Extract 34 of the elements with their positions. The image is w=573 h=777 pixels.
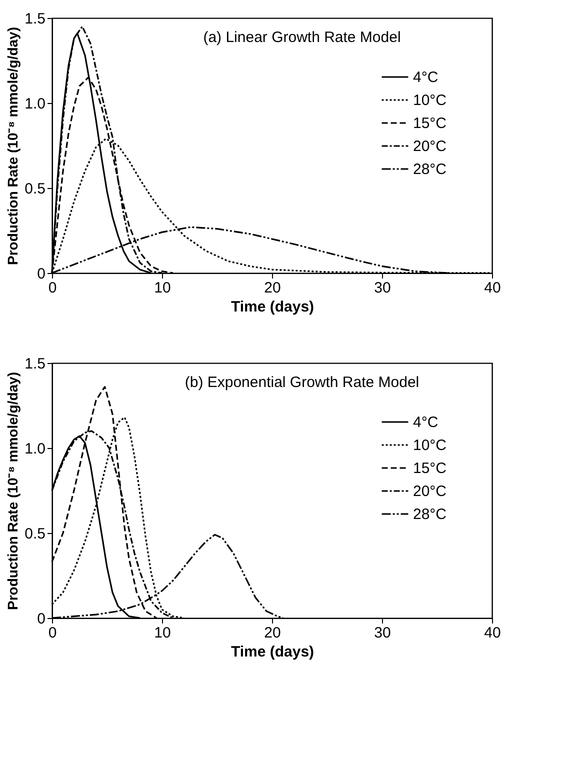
legend-label: 15°C (413, 115, 447, 132)
y-tick-label: 1.0 (24, 440, 46, 458)
legend-label: 20°C (413, 138, 447, 155)
legend-label: 28°C (413, 161, 447, 178)
x-tick-label: 0 (48, 280, 57, 296)
legend-label: 10°C (413, 437, 447, 454)
legend-label: 4°C (413, 414, 438, 431)
text: (b) Exponential Growth Rate Model (184, 374, 420, 391)
x-tick-label: 0 (48, 624, 57, 642)
y-tick-label: 1.5 (24, 356, 46, 372)
x-tick-label: 40 (484, 280, 501, 296)
x-tick-label: 30 (374, 280, 391, 296)
y-tick-label: 0.5 (24, 180, 46, 198)
y-axis-title: Production Rate (10⁻⁸ mmole/g/day) (4, 27, 21, 265)
x-tick-label: 10 (154, 624, 171, 642)
x-axis-title: Time (days) (230, 644, 314, 660)
y-tick-label: 1.5 (24, 10, 46, 28)
legend-label: 20°C (413, 483, 447, 500)
legend-label: 15°C (413, 460, 447, 477)
x-tick-label: 10 (154, 280, 171, 296)
x-tick-label: 40 (484, 624, 501, 642)
y-tick-label: 1.0 (24, 96, 46, 112)
legend-label: 10°C (413, 92, 447, 109)
y-tick-label: 0.5 (24, 526, 46, 542)
y-tick-label: 0 (37, 610, 46, 628)
legend-label: 4°C (413, 69, 438, 86)
legend-label: 28°C (413, 506, 447, 523)
y-axis-title: Production Rate (10⁻⁸ mmole/g/day) (4, 372, 21, 610)
x-axis-title: Time (days) (230, 298, 314, 316)
text: (a) Linear Growth Rate Model (203, 29, 401, 46)
x-tick-label: 20 (264, 280, 281, 296)
x-tick-label: 20 (264, 624, 281, 642)
x-tick-label: 30 (374, 624, 391, 642)
y-tick-label: 0 (37, 266, 46, 282)
